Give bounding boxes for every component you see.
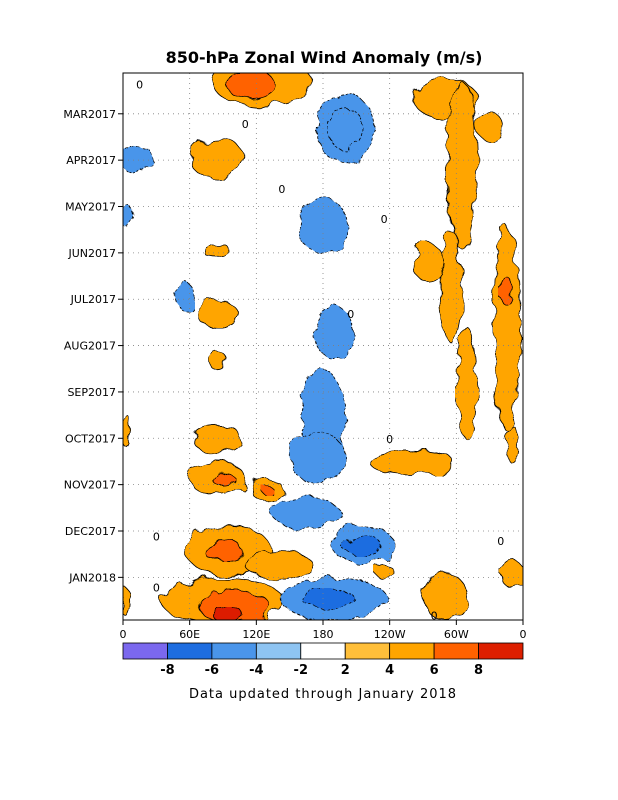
y-tick-label-9: DEC2017 <box>65 525 116 538</box>
anomaly-region-39 <box>212 608 245 620</box>
contour-label-4: 0 <box>347 308 354 321</box>
anomaly-region-25 <box>123 413 131 447</box>
contour-label-9: 0 <box>153 582 160 595</box>
y-tick-label-6: SEP2017 <box>67 386 116 399</box>
anomaly-region-42 <box>500 559 523 588</box>
anomaly-region-31 <box>272 496 341 531</box>
colorbar-swatch-4 <box>300 642 346 660</box>
anomaly-region-36 <box>244 550 313 579</box>
data-update-note: Data updated through January 2018 <box>189 687 457 702</box>
y-tick-labels: MAR2017 APR2017 MAY2017 JUN2017 JUL2017 AUG20… <box>63 108 123 584</box>
anomaly-region-44 <box>123 587 131 616</box>
colorbar-swatch-3 <box>255 642 302 660</box>
contour-label-2: 0 <box>381 213 388 226</box>
grid-lines <box>123 73 523 620</box>
colorbar-swatch-0 <box>122 642 168 660</box>
y-tick-label-1: APR2017 <box>66 154 116 167</box>
colorbar-swatch-7 <box>433 642 479 660</box>
x-tick-label-1: 60E <box>179 628 200 641</box>
anomaly-region-7 <box>327 107 364 150</box>
y-tick-label-7: OCT2017 <box>65 432 116 445</box>
anomaly-region-12 <box>197 299 238 329</box>
anomaly-region-28 <box>211 471 235 486</box>
colorbar-swatch-5 <box>344 642 391 660</box>
contour-label-3: 0 <box>242 118 249 131</box>
colorbar-label-3: -2 <box>294 663 308 678</box>
anomaly-region-45 <box>374 563 394 579</box>
contour-label-5: 0 <box>386 433 393 446</box>
anomaly-region-1 <box>225 73 276 99</box>
x-tick-label-0: 0 <box>120 628 127 641</box>
contour-label-7: 0 <box>153 531 160 544</box>
x-tick-label-5: 60W <box>444 628 469 641</box>
contour-label-1: 0 <box>278 183 285 196</box>
colorbar-swatch-8 <box>478 642 524 660</box>
colorbar-swatch-6 <box>389 642 435 660</box>
zero-contours: 0 0 0 0 0 0 0 0 0 0 <box>136 79 504 622</box>
anomaly-region-26 <box>504 424 519 463</box>
anomaly-region-33 <box>341 536 383 556</box>
y-tick-label-4: JUL2017 <box>70 293 116 306</box>
colorbar-swatch-2 <box>211 642 257 660</box>
anomaly-region-17 <box>492 225 521 431</box>
anomaly-region-19 <box>457 327 478 440</box>
y-tick-label-10: JAN2018 <box>68 571 116 584</box>
colorbar-swatch-1 <box>167 642 213 660</box>
anomaly-region-41 <box>301 589 356 609</box>
colorbar: -8 -6 -4 -2 2 4 6 8 <box>122 642 524 678</box>
x-tick-labels: 0 60E 120E 180 120W 60W 0 <box>120 620 527 641</box>
y-tick-label-5: AUG2017 <box>64 340 116 353</box>
anomaly-region-14 <box>313 306 355 359</box>
contour-label-6: 0 <box>497 535 504 548</box>
anomaly-region-3 <box>445 81 478 250</box>
y-tick-label-2: MAY2017 <box>65 201 116 214</box>
plot-area: 0 0 0 0 0 0 0 0 0 0 <box>122 72 524 622</box>
colorbar-label-7: 8 <box>474 663 483 678</box>
anomaly-region-5 <box>190 137 245 181</box>
y-tick-label-3: JUN2017 <box>67 247 116 260</box>
anomaly-region-35 <box>202 540 244 561</box>
y-tick-label-0: MAR2017 <box>63 108 116 121</box>
anomaly-region-8 <box>123 144 154 174</box>
anomaly-region-4 <box>475 112 504 141</box>
contour-label-8: 0 <box>431 609 438 622</box>
contour-label-0: 0 <box>136 79 143 92</box>
anomaly-region-30 <box>261 485 274 496</box>
anomaly-region-20 <box>208 350 227 371</box>
x-tick-label-4: 120W <box>374 628 406 641</box>
anomaly-region-22 <box>289 431 346 484</box>
anomaly-region-13 <box>174 281 194 310</box>
anomaly-region-24 <box>369 450 455 475</box>
y-tick-label-8: NOV2017 <box>64 479 116 492</box>
colorbar-label-0: -8 <box>160 663 174 678</box>
anomaly-region-15 <box>439 230 463 343</box>
colorbar-label-2: -4 <box>249 663 263 678</box>
colorbar-label-6: 6 <box>430 663 439 678</box>
anomaly-field <box>123 73 523 620</box>
anomaly-region-23 <box>192 424 243 454</box>
anomaly-region-18 <box>499 276 514 306</box>
anomaly-region-11 <box>203 244 232 259</box>
anomaly-region-16 <box>412 244 445 283</box>
x-tick-label-6: 0 <box>520 628 527 641</box>
colorbar-label-1: -6 <box>205 663 219 678</box>
x-tick-label-2: 120E <box>242 628 270 641</box>
chart-title: 850-hPa Zonal Wind Anomaly (m/s) <box>166 48 483 67</box>
colorbar-label-4: 2 <box>341 663 350 678</box>
x-tick-label-3: 180 <box>313 628 334 641</box>
colorbar-label-5: 4 <box>385 663 394 678</box>
anomaly-region-10 <box>123 204 134 229</box>
